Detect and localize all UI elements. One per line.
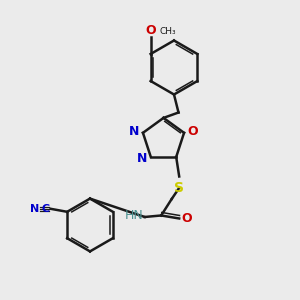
Text: HN: HN: [124, 209, 143, 222]
Text: S: S: [174, 181, 184, 195]
Text: O: O: [145, 25, 156, 38]
Text: O: O: [182, 212, 192, 225]
Text: CH₃: CH₃: [159, 27, 175, 36]
Text: C: C: [41, 204, 49, 214]
Text: N: N: [129, 125, 140, 138]
Text: N: N: [137, 152, 147, 165]
Text: O: O: [188, 125, 198, 138]
Text: N: N: [30, 204, 39, 214]
